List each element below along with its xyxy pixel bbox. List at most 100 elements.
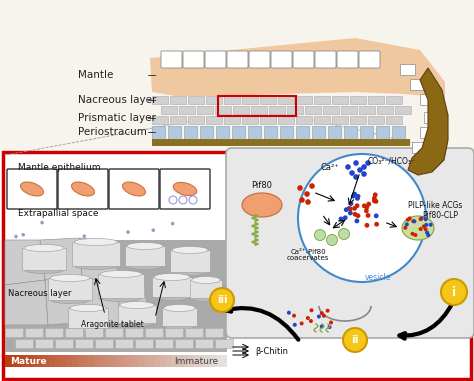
Ellipse shape bbox=[164, 322, 195, 330]
Ellipse shape bbox=[127, 263, 163, 269]
Text: β-Chitin: β-Chitin bbox=[255, 346, 288, 355]
Circle shape bbox=[292, 314, 296, 318]
Bar bbox=[22, 355, 27, 367]
Ellipse shape bbox=[242, 193, 282, 217]
Circle shape bbox=[352, 192, 357, 197]
Polygon shape bbox=[5, 240, 45, 285]
Bar bbox=[248, 126, 261, 139]
Circle shape bbox=[328, 325, 331, 329]
Bar bbox=[22, 248, 66, 270]
Circle shape bbox=[410, 232, 415, 236]
Bar bbox=[155, 355, 161, 367]
Bar bbox=[55, 339, 73, 348]
Circle shape bbox=[309, 183, 315, 189]
Bar bbox=[182, 355, 189, 367]
Bar bbox=[68, 308, 108, 328]
Circle shape bbox=[320, 311, 324, 315]
Circle shape bbox=[152, 228, 155, 232]
Bar bbox=[61, 355, 66, 367]
Polygon shape bbox=[118, 282, 148, 325]
Bar bbox=[296, 116, 312, 124]
Bar bbox=[206, 96, 222, 104]
Ellipse shape bbox=[20, 182, 44, 196]
Bar bbox=[33, 355, 39, 367]
Circle shape bbox=[372, 199, 377, 203]
Text: Mantle epithelium: Mantle epithelium bbox=[18, 163, 100, 171]
Bar bbox=[127, 355, 133, 367]
Circle shape bbox=[365, 160, 371, 166]
Circle shape bbox=[345, 164, 351, 170]
Ellipse shape bbox=[72, 182, 94, 196]
Bar bbox=[152, 139, 410, 146]
Bar bbox=[72, 355, 78, 367]
Ellipse shape bbox=[154, 293, 190, 301]
Polygon shape bbox=[408, 68, 448, 175]
Bar bbox=[251, 106, 267, 114]
Polygon shape bbox=[82, 278, 120, 325]
Bar bbox=[166, 355, 172, 367]
Bar bbox=[188, 96, 204, 104]
Bar bbox=[175, 339, 193, 348]
Bar bbox=[3, 152, 471, 379]
Bar bbox=[44, 355, 50, 367]
Ellipse shape bbox=[191, 277, 220, 283]
Bar bbox=[224, 116, 240, 124]
Bar bbox=[49, 355, 55, 367]
Circle shape bbox=[346, 206, 351, 211]
Bar bbox=[368, 96, 384, 104]
Ellipse shape bbox=[50, 296, 90, 304]
Bar bbox=[160, 355, 166, 367]
Circle shape bbox=[351, 194, 356, 199]
Ellipse shape bbox=[74, 263, 118, 269]
Bar bbox=[85, 328, 103, 337]
Bar bbox=[170, 250, 210, 272]
FancyBboxPatch shape bbox=[315, 51, 336, 68]
Ellipse shape bbox=[100, 271, 142, 277]
FancyBboxPatch shape bbox=[160, 169, 210, 209]
Circle shape bbox=[348, 201, 354, 206]
Circle shape bbox=[419, 216, 423, 221]
Bar bbox=[118, 305, 156, 323]
Circle shape bbox=[441, 279, 467, 305]
Circle shape bbox=[374, 213, 379, 218]
Bar bbox=[38, 355, 45, 367]
Circle shape bbox=[327, 234, 337, 245]
FancyBboxPatch shape bbox=[161, 51, 182, 68]
Bar bbox=[172, 355, 178, 367]
Bar bbox=[328, 126, 341, 139]
Bar bbox=[360, 126, 373, 139]
Bar bbox=[15, 339, 33, 348]
Circle shape bbox=[424, 227, 428, 231]
Bar bbox=[66, 355, 72, 367]
Circle shape bbox=[349, 170, 355, 176]
Circle shape bbox=[171, 222, 174, 226]
Circle shape bbox=[344, 207, 348, 212]
Bar bbox=[94, 355, 100, 367]
Circle shape bbox=[355, 196, 360, 201]
Circle shape bbox=[338, 216, 344, 221]
Text: Immature: Immature bbox=[174, 357, 218, 367]
Circle shape bbox=[373, 192, 378, 197]
Circle shape bbox=[355, 203, 359, 208]
Text: Prismatic layer: Prismatic layer bbox=[78, 113, 156, 123]
Bar bbox=[224, 96, 240, 104]
Text: PILP-like ACGs: PILP-like ACGs bbox=[408, 200, 462, 210]
Bar bbox=[260, 96, 276, 104]
Bar bbox=[332, 96, 348, 104]
Circle shape bbox=[293, 323, 297, 327]
Bar bbox=[35, 339, 53, 348]
Circle shape bbox=[406, 218, 410, 222]
Bar bbox=[55, 355, 61, 367]
Circle shape bbox=[413, 233, 418, 237]
Bar bbox=[152, 116, 168, 124]
Bar bbox=[359, 106, 375, 114]
Circle shape bbox=[374, 222, 379, 227]
Ellipse shape bbox=[120, 320, 154, 327]
Circle shape bbox=[361, 171, 367, 177]
Bar bbox=[72, 242, 120, 266]
FancyBboxPatch shape bbox=[226, 148, 474, 338]
Bar bbox=[216, 355, 222, 367]
Circle shape bbox=[366, 202, 371, 207]
Circle shape bbox=[361, 164, 367, 170]
Bar bbox=[377, 106, 393, 114]
